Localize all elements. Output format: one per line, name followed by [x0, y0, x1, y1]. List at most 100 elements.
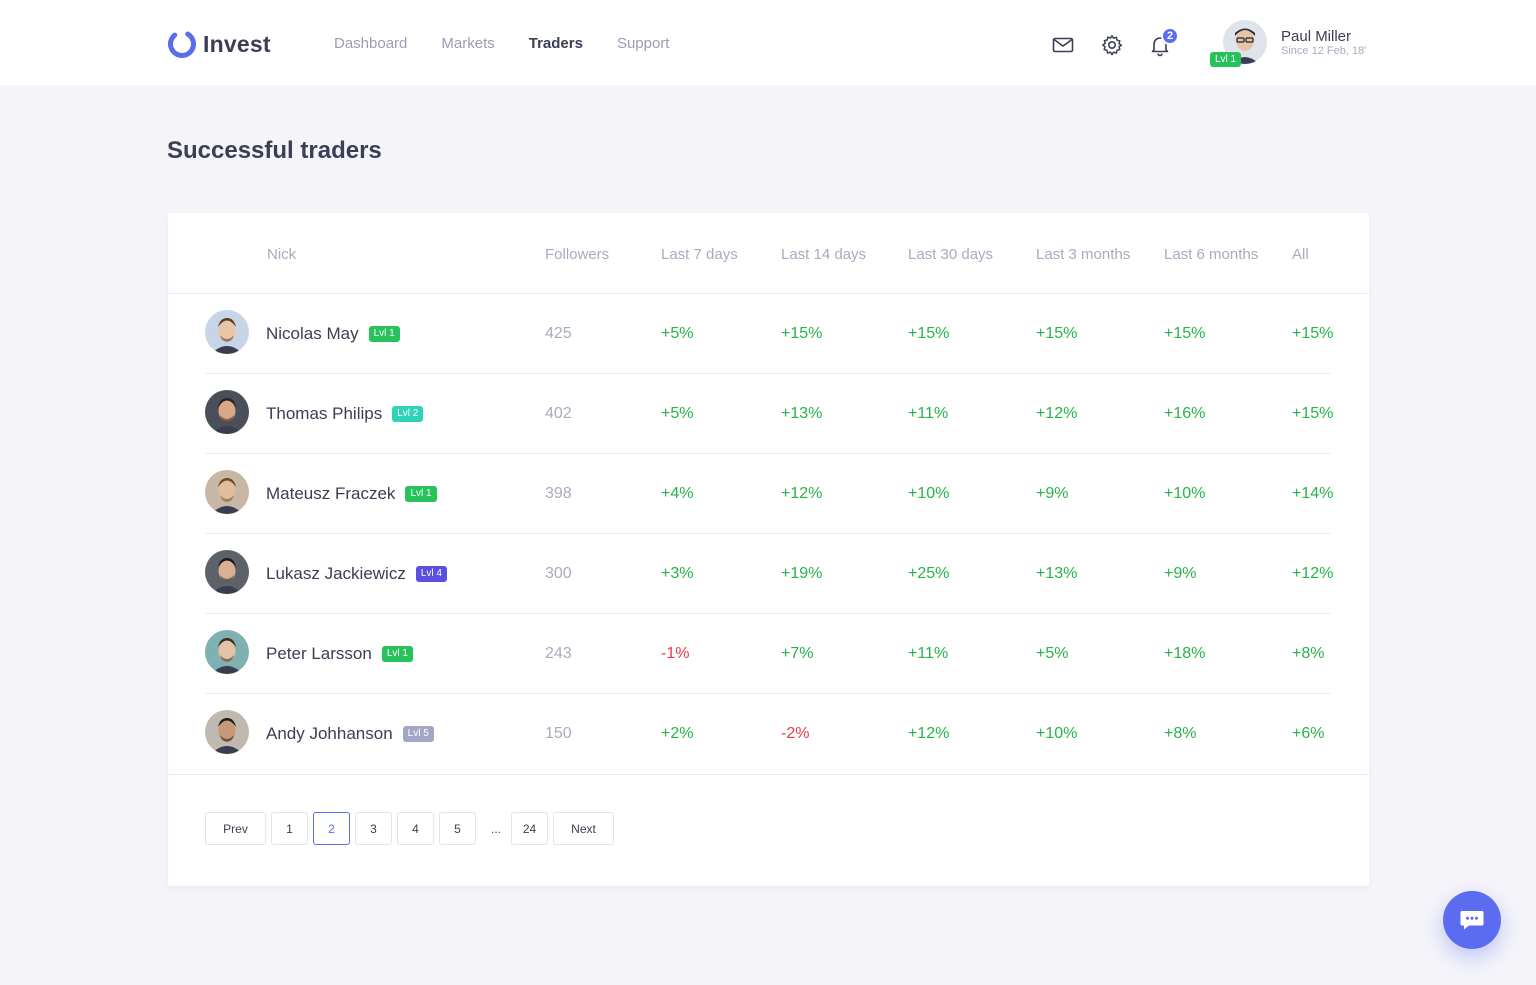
trader-nick[interactable]: Thomas Philips Lvl 2	[266, 404, 424, 424]
traders-table-body: Nicolas May Lvl 1 425 +5% +15% +15% +15% +15% +1…	[205, 294, 1334, 774]
avatar-icon	[205, 630, 249, 674]
page-button-24[interactable]: 24	[511, 812, 549, 845]
return-m3: +12%	[1036, 405, 1078, 422]
pagination: Prev 1 2 3 4 5 ... 24 Next	[205, 812, 619, 845]
page-button-1[interactable]: 1	[271, 812, 308, 845]
top-bar: Invest Dashboard Markets Traders Support…	[0, 0, 1536, 85]
trader-name[interactable]: Peter Larsson	[266, 644, 372, 663]
avatar-icon	[205, 470, 249, 514]
trader-name[interactable]: Mateusz Fraczek	[266, 484, 396, 503]
column-header-all[interactable]: All	[1292, 246, 1309, 263]
followers-count: 398	[545, 485, 572, 502]
avatar-icon	[205, 310, 249, 354]
return-m3: +9%	[1036, 485, 1069, 502]
page-button-5[interactable]: 5	[439, 812, 476, 845]
followers-count: 402	[545, 405, 572, 422]
logo[interactable]: Invest	[167, 29, 271, 59]
return-m3: +15%	[1036, 325, 1078, 342]
page-button-3[interactable]: 3	[355, 812, 392, 845]
nav-support[interactable]: Support	[616, 35, 670, 52]
next-page-button[interactable]: Next	[553, 812, 615, 845]
notification-count-badge: 2	[1161, 27, 1179, 45]
return-m6: +8%	[1164, 725, 1197, 742]
return-m3: +5%	[1036, 645, 1069, 662]
column-header-last-7-days[interactable]: Last 7 days	[661, 246, 738, 263]
table-row[interactable]: Thomas Philips Lvl 2 402 +5% +13% +11% +12% +16…	[205, 374, 1334, 454]
column-header-nick[interactable]: Nick	[267, 246, 297, 263]
user-since: Since 12 Feb, 18'	[1281, 45, 1367, 57]
nav-dashboard[interactable]: Dashboard	[334, 35, 408, 52]
prev-page-button[interactable]: Prev	[205, 812, 266, 845]
return-d14: +13%	[781, 405, 823, 422]
page-button-4[interactable]: 4	[397, 812, 434, 845]
return-d7: +3%	[661, 565, 694, 582]
table-row[interactable]: Andy Johhanson Lvl 5 150 +2% -2% +12% +10% +8% +…	[205, 694, 1331, 774]
level-badge: Lvl 4	[415, 566, 447, 582]
column-header-last-6-months[interactable]: Last 6 months	[1164, 246, 1259, 263]
return-all: +8%	[1292, 645, 1325, 662]
trader-avatar[interactable]	[205, 390, 249, 434]
traders-card: Nick Followers Last 7 days Last 14 days …	[168, 213, 1369, 886]
user-name[interactable]: Paul Miller	[1281, 28, 1352, 45]
trader-avatar[interactable]	[205, 710, 249, 754]
gear-icon[interactable]	[1100, 33, 1124, 57]
trader-avatar[interactable]	[205, 550, 249, 594]
level-badge: Lvl 1	[381, 646, 413, 662]
avatar-icon	[205, 550, 249, 594]
table-row[interactable]: Lukasz Jackiewicz Lvl 4 300 +3% +19% +25% +13%…	[205, 534, 1334, 614]
level-badge: Lvl 1	[405, 486, 437, 502]
column-header-followers[interactable]: Followers	[545, 246, 610, 263]
return-m6: +18%	[1164, 645, 1206, 662]
column-header-last-30-days[interactable]: Last 30 days	[908, 246, 994, 263]
table-header: Nick Followers Last 7 days Last 14 days …	[168, 213, 1369, 294]
avatar-icon	[205, 710, 249, 754]
table-row[interactable]: Mateusz Fraczek Lvl 1 398 +4% +12% +10% +9% +10…	[205, 454, 1333, 534]
level-badge: Lvl 2	[392, 406, 424, 422]
return-all: +12%	[1292, 565, 1334, 582]
return-d30: +25%	[908, 565, 950, 582]
table-row[interactable]: Peter Larsson Lvl 1 243 -1% +7% +11% +5% +18% +8…	[205, 614, 1331, 694]
page-title: Successful traders	[167, 137, 382, 164]
table-row[interactable]: Nicolas May Lvl 1 425 +5% +15% +15% +15% +15% +1…	[205, 294, 1334, 374]
chat-icon	[1460, 911, 1484, 930]
user-level-badge: Lvl 1	[1210, 52, 1242, 67]
trader-nick[interactable]: Lukasz Jackiewicz Lvl 4	[266, 564, 447, 584]
return-d14: -2%	[781, 725, 810, 742]
level-badge: Lvl 1	[368, 326, 400, 342]
trader-name[interactable]: Lukasz Jackiewicz	[266, 564, 406, 583]
logo-text: Invest	[203, 30, 271, 57]
nav-markets[interactable]: Markets	[441, 35, 495, 52]
logo-mark-icon	[168, 30, 196, 58]
level-badge: Lvl 5	[402, 726, 434, 742]
column-header-last-3-months[interactable]: Last 3 months	[1036, 246, 1131, 263]
mail-icon[interactable]	[1051, 33, 1075, 57]
trader-name[interactable]: Andy Johhanson	[266, 724, 393, 743]
return-m6: +9%	[1164, 565, 1197, 582]
trader-nick[interactable]: Nicolas May Lvl 1	[266, 324, 400, 344]
trader-avatar[interactable]	[205, 470, 249, 514]
chat-button[interactable]	[1443, 891, 1501, 949]
trader-name[interactable]: Thomas Philips	[266, 404, 383, 423]
return-d14: +12%	[781, 485, 823, 502]
main-nav: Dashboard Markets Traders Support	[334, 35, 703, 52]
column-header-last-14-days[interactable]: Last 14 days	[781, 246, 867, 263]
return-m3: +13%	[1036, 565, 1078, 582]
return-m6: +15%	[1164, 325, 1206, 342]
return-all: +15%	[1292, 325, 1334, 342]
trader-nick[interactable]: Andy Johhanson Lvl 5	[266, 724, 434, 744]
trader-name[interactable]: Nicolas May	[266, 324, 359, 343]
page-button-2[interactable]: 2	[313, 812, 350, 845]
followers-count: 425	[545, 325, 572, 342]
trader-nick[interactable]: Mateusz Fraczek Lvl 1	[266, 484, 437, 504]
return-d7: +5%	[661, 325, 694, 342]
trader-avatar[interactable]	[205, 630, 249, 674]
trader-nick[interactable]: Peter Larsson Lvl 1	[266, 644, 413, 664]
return-all: +15%	[1292, 405, 1334, 422]
return-d7: +5%	[661, 405, 694, 422]
trader-avatar[interactable]	[205, 310, 249, 354]
nav-traders[interactable]: Traders	[528, 35, 583, 52]
return-m6: +16%	[1164, 405, 1206, 422]
return-d30: +15%	[908, 325, 950, 342]
return-d30: +11%	[908, 405, 949, 422]
return-all: +6%	[1292, 725, 1325, 742]
